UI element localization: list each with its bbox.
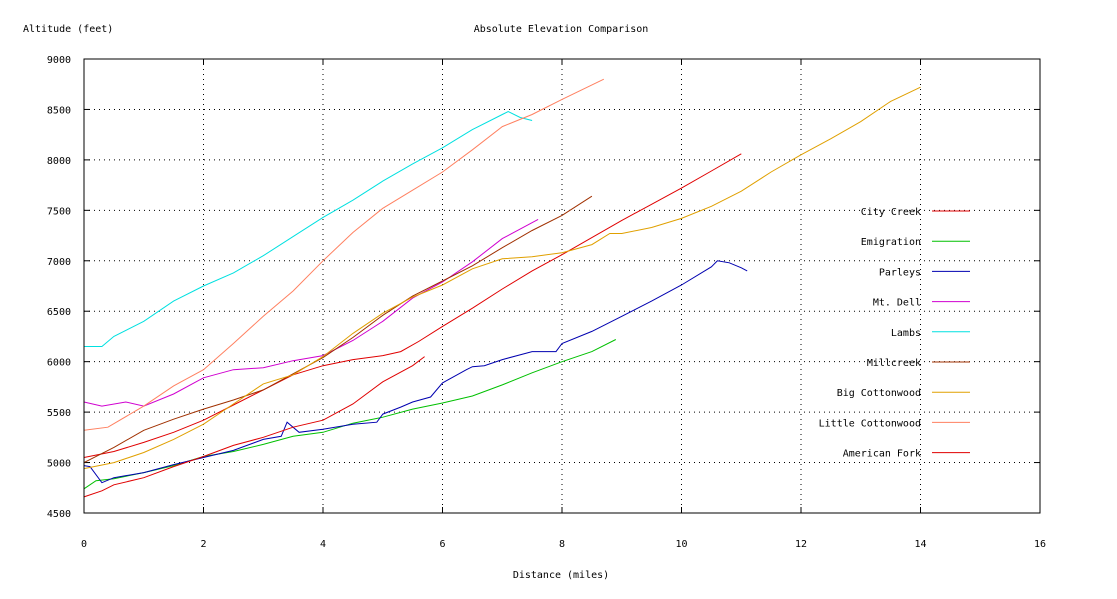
series-lines: [83, 78, 921, 498]
series-line-mt-dell: [83, 218, 539, 407]
x-tick-label: 2: [200, 539, 206, 550]
legend-label-emigration: Emigration: [861, 237, 921, 248]
x-tick-label: 4: [320, 539, 326, 550]
x-axis-label: Distance (miles): [513, 570, 609, 581]
legend-label-mt-dell: Mt. Dell: [873, 298, 921, 309]
x-tick-label: 12: [795, 539, 807, 550]
y-tick-label: 7000: [47, 257, 71, 268]
series-line-city-creek: [83, 153, 742, 458]
grid: [84, 59, 1040, 513]
y-tick-label: 7500: [47, 206, 71, 217]
y-tick-label: 6500: [47, 307, 71, 318]
x-tick-label: 14: [914, 539, 926, 550]
y-tick-label: 5500: [47, 408, 71, 419]
legend-label-lambs: Lambs: [891, 328, 921, 339]
legend-label-american-fork: American Fork: [843, 449, 921, 460]
legend-label-city-creek: City Creek: [861, 207, 921, 218]
y-tick-label: 6000: [47, 358, 71, 369]
y-tick-label: 4500: [47, 509, 71, 520]
y-tick-label: 8000: [47, 156, 71, 167]
x-tick-label: 6: [439, 539, 445, 550]
x-tick-label: 8: [559, 539, 565, 550]
y-tick-label: 5000: [47, 459, 71, 470]
series-line-big-cottonwood: [83, 86, 921, 470]
y-axis-label: Altitude (feet): [23, 24, 113, 35]
x-tick-label: 0: [81, 539, 87, 550]
legend-label-parleys: Parleys: [879, 267, 921, 278]
y-tick-label: 8500: [47, 105, 71, 116]
series-line-american-fork: [83, 356, 425, 498]
legend: City Creek Emigration Parleys Mt. Dell Lambs…: [819, 207, 970, 460]
series-line-little-cottonwood: [83, 78, 605, 431]
legend-label-big-cottonwood: Big Cottonwood: [837, 388, 921, 399]
x-tick-label: 16: [1034, 539, 1046, 550]
legend-label-little-cottonwood: Little Cottonwood: [819, 418, 921, 429]
series-line-millcreek: [83, 195, 593, 464]
x-tick-label: 10: [675, 539, 687, 550]
chart-title: Absolute Elevation Comparison: [474, 24, 649, 35]
plot-frame: [83, 58, 1041, 514]
series-line-lambs: [84, 110, 533, 347]
y-tick-label: 9000: [47, 55, 71, 66]
legend-label-millcreek: Millcreek: [867, 358, 921, 369]
